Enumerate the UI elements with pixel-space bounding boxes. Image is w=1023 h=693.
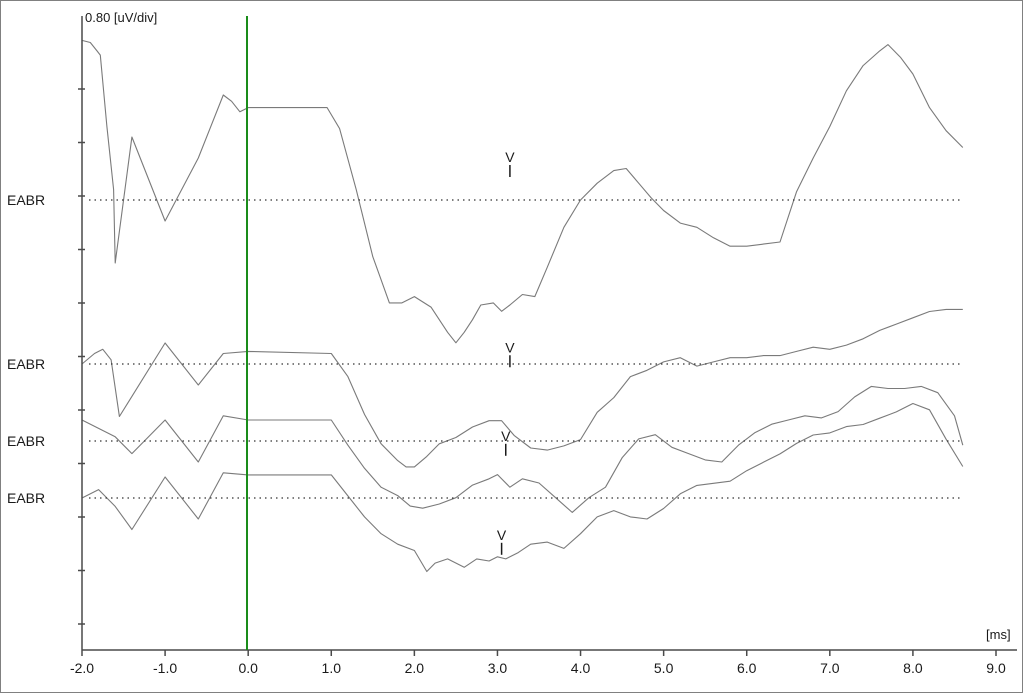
scale-label: 0.80 [uV/div]: [85, 10, 157, 25]
row-label: EABR: [7, 192, 45, 208]
row-label: EABR: [7, 356, 45, 372]
x-tick-label: 8.0: [903, 660, 923, 676]
x-tick-label: 5.0: [654, 660, 674, 676]
row-labels-layer: EABR EABR EABR EABR: [7, 192, 45, 506]
wave-v-label: V: [501, 428, 511, 444]
x-tick-label: 3.0: [488, 660, 508, 676]
x-ticks-layer: -2.0 -1.0 0.0 1.0 2.0 3.0 4.0 5.0 6.0 7.0 8.0 9.0: [70, 650, 1006, 676]
row-label: EABR: [7, 490, 45, 506]
wave-v-label: V: [497, 527, 507, 543]
x-tick-label: -1.0: [153, 660, 177, 676]
traces-layer: [81, 39, 964, 573]
wave-v-label: V: [505, 339, 515, 355]
x-tick-label: 1.0: [322, 660, 342, 676]
x-tick-label: 4.0: [571, 660, 591, 676]
x-tick-label: 0.0: [238, 660, 258, 676]
eabr-trace: [81, 402, 964, 573]
wave-v-markers-layer: V V V V: [497, 149, 515, 555]
eabr-trace: [81, 308, 963, 468]
eabr-trace: [81, 385, 964, 513]
eabr-trace: [81, 39, 964, 344]
y-divisions-layer: [78, 88, 85, 625]
x-tick-label: 7.0: [820, 660, 840, 676]
x-unit-label: [ms]: [986, 627, 1011, 642]
x-tick-label: -2.0: [70, 660, 94, 676]
x-tick-label: 6.0: [737, 660, 757, 676]
axes-layer: [81, 16, 1017, 651]
x-tick-label: 2.0: [405, 660, 425, 676]
wave-v-label: V: [505, 149, 515, 165]
row-label: EABR: [7, 433, 45, 449]
x-tick-label: 9.0: [986, 660, 1006, 676]
